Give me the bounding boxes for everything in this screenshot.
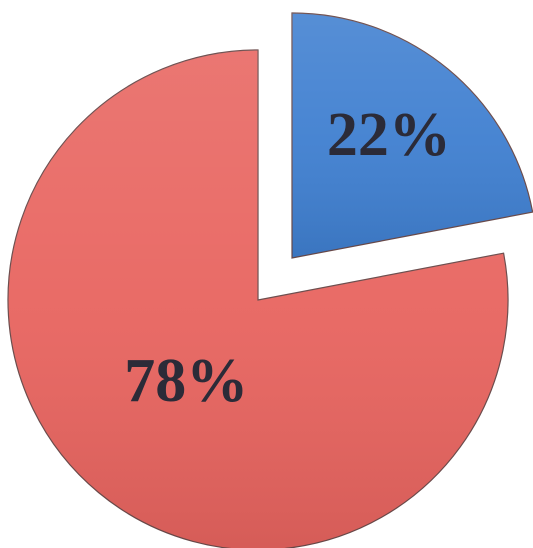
slice-label: 78% — [124, 347, 248, 415]
slice-shade — [292, 13, 533, 258]
slice-label: 22% — [327, 101, 451, 169]
slice-shade — [8, 50, 508, 548]
